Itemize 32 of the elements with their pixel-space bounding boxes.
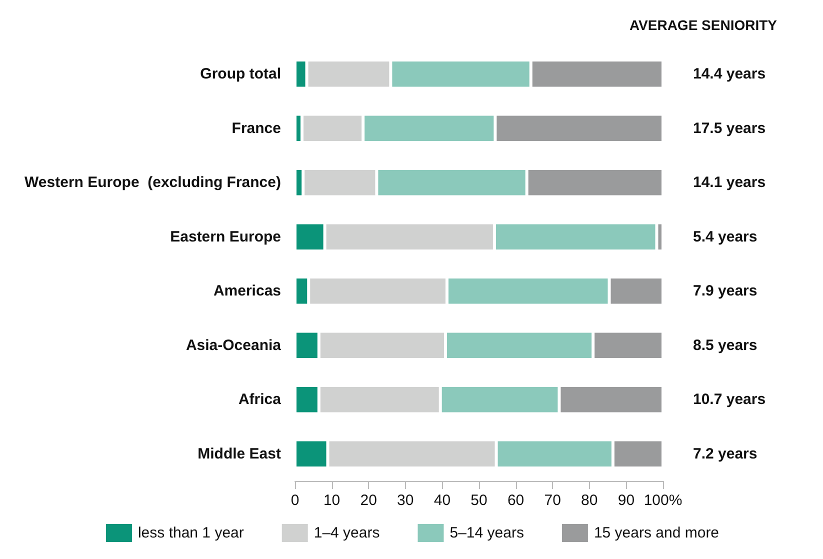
x-tick-label: 80 [581, 492, 598, 509]
legend-label: 15 years and more [594, 524, 720, 542]
text: AVERAGE SENIORITY [629, 17, 778, 33]
x-tick-label: 90 [618, 492, 635, 509]
legend-label: 5–14 years [450, 524, 524, 542]
text: 10.7 years [693, 391, 766, 408]
text: 14.4 years [693, 66, 766, 83]
x-tick-label: 0 [290, 492, 300, 509]
x-tick-label: 50 [470, 492, 488, 509]
text: 7.2 years [693, 445, 758, 462]
x-tick-label: 60 [507, 492, 524, 509]
y-tick-label: Western Europe (excluding France) [24, 174, 281, 192]
x-tick-label: 70 [544, 492, 561, 509]
x-tick-label: 100% [644, 492, 682, 509]
x-tick-label: 40 [434, 492, 451, 509]
y-tick-label: Africa [238, 391, 282, 408]
x-tick-label: 10 [323, 492, 340, 509]
text: 7.9 years [693, 282, 758, 300]
text: 14.1 years [693, 174, 766, 192]
text: 5.4 years [693, 228, 758, 246]
x-tick-label: 30 [397, 492, 414, 509]
y-tick-label: Americas [213, 282, 281, 300]
text: 8.5 years [693, 336, 758, 354]
y-tick-label: Middle East [198, 445, 281, 462]
legend-label: less than 1 year [138, 524, 244, 542]
x-tick-label: 20 [360, 492, 377, 509]
y-tick-label: France [232, 120, 281, 137]
legend-label: 1–4 years [314, 524, 380, 542]
y-tick-label: Eastern Europe [170, 228, 281, 246]
y-tick-label: Asia-Oceania [186, 336, 282, 354]
y-tick-label: Group total [200, 66, 281, 83]
text: 17.5 years [693, 120, 766, 137]
